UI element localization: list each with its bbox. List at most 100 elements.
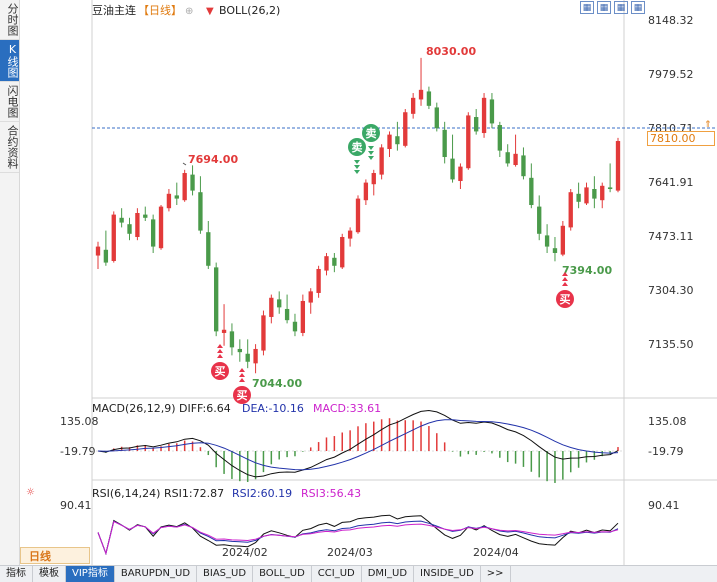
price-marker-icon: ⇑	[704, 120, 712, 130]
candle-body	[537, 206, 542, 234]
current-price-badge: 7810.00	[647, 131, 715, 146]
macd-diff: DIFF:6.64	[179, 402, 231, 415]
price-tick: 7135.50	[648, 338, 694, 351]
buy-signal-3-arrow	[562, 272, 568, 276]
candle-body	[363, 182, 369, 201]
candle-body	[615, 141, 621, 191]
bottom-tab-7[interactable]: DMI_UD	[362, 566, 415, 582]
macd-right-tick-1: 135.08	[648, 415, 687, 428]
candle-body	[292, 321, 298, 332]
chart-area[interactable]: 豆油主连 【日线】 ⊕ ▼ BOLL(26,2) 8148.32 7979.52 7810.7…	[20, 0, 717, 565]
grid-icon-0[interactable]: ▦	[580, 1, 594, 14]
candle-body	[418, 89, 424, 100]
buy-badge-2-text: 买	[237, 389, 248, 402]
sidebar-tab-2[interactable]: 闪电图	[0, 82, 19, 122]
buy-signal-2-arrow	[239, 368, 245, 372]
price-tick: 7979.52	[648, 68, 694, 81]
sidebar-tab-3[interactable]: 合约资料	[0, 122, 19, 173]
rsi1-line	[97, 514, 619, 556]
buy-signal-3-arrow	[562, 277, 568, 281]
candle-body	[552, 248, 558, 253]
chart-canvas[interactable]: 豆油主连 【日线】 ⊕ ▼ BOLL(26,2)8148.327979.527810.7…	[20, 0, 717, 565]
candle-body	[426, 91, 432, 106]
grid-icon-1[interactable]: ▦	[597, 1, 611, 14]
candle-body	[355, 198, 361, 233]
candle-body	[584, 187, 589, 204]
candle-body	[95, 246, 101, 256]
rsi-right-tick: 90.41	[648, 499, 680, 512]
candle-body	[332, 257, 337, 266]
bottom-tab-0[interactable]: 指标	[0, 566, 33, 582]
price-tick: 7473.11	[648, 230, 694, 243]
bottom-tab-9[interactable]: >>	[481, 566, 511, 582]
candle-body	[450, 158, 455, 180]
price-tick: 8148.32	[648, 14, 694, 27]
bottom-tab-5[interactable]: BOLL_UD	[253, 566, 312, 582]
grid-icon-2[interactable]: ▦	[614, 1, 628, 14]
candle-body	[221, 329, 227, 333]
buy-badge-1-circle	[211, 362, 229, 380]
bottom-tab-6[interactable]: CCI_UD	[312, 566, 362, 582]
candle-body	[458, 166, 463, 182]
rsi-left-tick: 90.41	[60, 499, 92, 512]
period-button[interactable]: 日线	[20, 547, 90, 564]
high-label-1: 7694.00	[188, 153, 238, 166]
candle-body	[182, 173, 187, 201]
high-label-2: 8030.00	[426, 45, 476, 58]
settings-icon: ☼	[26, 487, 35, 498]
bottom-tab-3[interactable]: BARUPDN_UD	[115, 566, 198, 582]
sidebar: 分时图 K线图 闪电图 合约资料	[0, 0, 20, 565]
buy-badge-3-circle	[556, 290, 574, 308]
sell-badge-1-text: 卖	[352, 140, 363, 154]
sell-badge-1-circle	[348, 138, 366, 156]
candle-body	[284, 308, 290, 321]
macd-title: MACD(26,12,9)	[92, 402, 176, 415]
candle-body	[166, 193, 172, 209]
bottom-tab-2[interactable]: VIP指标	[66, 566, 115, 582]
sell-signal-1-arrow	[354, 170, 360, 174]
candle-body	[214, 267, 219, 332]
macd-value: MACD:33.61	[313, 402, 381, 415]
candle-body	[340, 236, 345, 268]
candle-body	[150, 219, 156, 247]
candle-body	[103, 249, 109, 263]
boll-label: BOLL(26,2)	[219, 4, 280, 17]
candle-body	[442, 129, 447, 158]
date-label-mar: 2024/03	[327, 546, 373, 559]
candle-body	[410, 97, 416, 114]
candle-body	[544, 235, 550, 247]
candle-body	[261, 315, 266, 351]
sell-badge-2-text: 卖	[366, 126, 377, 140]
target-icon: ⊕	[185, 6, 193, 17]
bottom-tab-8[interactable]: INSIDE_UD	[414, 566, 481, 582]
candle-body	[198, 192, 203, 231]
candle-body	[111, 214, 116, 261]
bottom-tab-1[interactable]: 模板	[33, 566, 66, 582]
candle-body	[127, 224, 132, 234]
candle-body	[269, 297, 274, 317]
sidebar-tab-0[interactable]: 分时图	[0, 0, 19, 40]
date-label-apr: 2024/04	[473, 546, 519, 559]
macd-left-tick-2: -19.79	[60, 445, 95, 458]
candle-body	[395, 136, 400, 145]
buy-badge-2-circle	[233, 386, 251, 404]
bottom-tab-4[interactable]: BIAS_UD	[197, 566, 254, 582]
sell-badge-2-circle	[362, 124, 380, 142]
candle-body	[607, 187, 613, 190]
dropdown-icon: ▼	[206, 6, 214, 17]
candle-body	[568, 192, 573, 228]
rsi3-line	[97, 520, 619, 556]
candle-body	[135, 212, 140, 237]
candle-body	[324, 256, 329, 271]
candle-body	[489, 99, 495, 124]
buy-signal-1-arrow	[217, 349, 223, 353]
candle-body	[371, 173, 376, 185]
grid-icon-3[interactable]: ▦	[631, 1, 645, 14]
buy-signal-1-arrow	[217, 344, 223, 348]
sidebar-tab-1[interactable]: K线图	[0, 40, 19, 82]
buy-signal-2-arrow	[239, 373, 245, 377]
rsi3-value: RSI3:56.43	[301, 487, 361, 500]
buy-signal-3-arrow	[562, 282, 568, 286]
macd-right-tick-2: -19.79	[648, 445, 683, 458]
candle-body	[576, 193, 581, 202]
